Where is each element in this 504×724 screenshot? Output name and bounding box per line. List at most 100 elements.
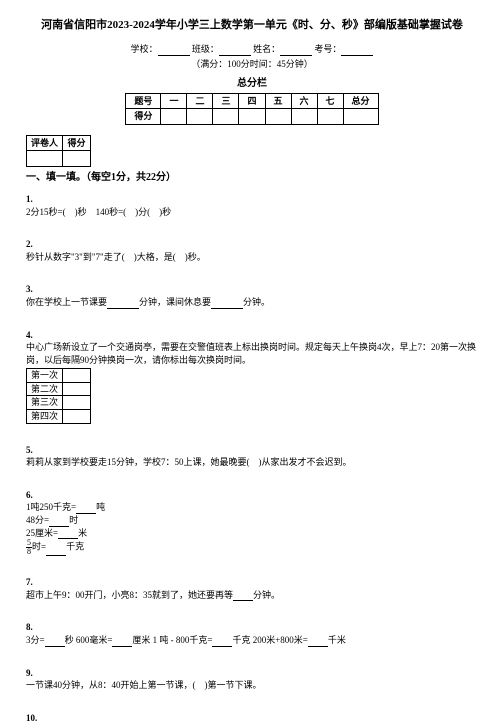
blank	[76, 504, 96, 514]
cell: 第四次	[27, 410, 63, 424]
q-text: 米	[78, 528, 87, 538]
cell: 四	[239, 93, 265, 109]
cell: 第二次	[27, 382, 63, 396]
cell: 题号	[126, 93, 161, 109]
q-num: 6.	[26, 489, 478, 502]
shift-table: 第一次 第二次 第三次 第四次	[26, 368, 91, 423]
id-blank	[341, 46, 373, 56]
q-text: )第一节下课。	[205, 680, 262, 690]
table-row: 第二次	[27, 382, 91, 396]
table-row: 得分	[126, 109, 378, 125]
table-row: 第一次	[27, 369, 91, 383]
cell: 评卷人	[27, 135, 63, 151]
cell	[27, 151, 63, 167]
cell	[265, 109, 291, 125]
q-text: 超市上午9：00开门，小亮8：35就到了，她还要再等	[26, 590, 233, 600]
question-4: 4. 中心广场新设立了一个交通岗亭，需要在交警值班表上标出换岗时间。规定每天上午…	[26, 329, 478, 424]
q-text: 时	[69, 515, 78, 525]
q-text: )从家出发才不会迟到。	[259, 457, 352, 467]
cell: 六	[291, 93, 317, 109]
q-text: 中心广场新设立了一个交通岗亭，需要在交警值班表上标出换岗时间。规定每天上午换岗4…	[26, 341, 478, 366]
blank	[233, 591, 253, 601]
school-label: 学校：	[131, 44, 158, 54]
q-text: 分钟，课间休息要	[139, 297, 211, 307]
cell	[291, 109, 317, 125]
q-text: 时=	[32, 542, 46, 552]
cell: 二	[187, 93, 213, 109]
table-row: 第三次	[27, 396, 91, 410]
q-text: 秒 600毫米=	[65, 635, 113, 645]
student-info-row: 学校： 班级： 姓名： 考号：	[26, 43, 478, 56]
cell	[161, 109, 187, 125]
question-7: 7. 超市上午9：00开门，小亮8：35就到了，她还要再等分钟。	[26, 576, 478, 601]
cell: 三	[213, 93, 239, 109]
cell: 第三次	[27, 396, 63, 410]
question-1: 1. 2分15秒=( )秒 140秒=( )分( )秒	[26, 193, 478, 218]
blank	[45, 637, 65, 647]
cell	[239, 109, 265, 125]
q-text: 25厘米=	[26, 528, 58, 538]
question-9: 9. 一节课40分钟，从8：40开始上第一节课，( )第一节下课。	[26, 667, 478, 692]
q-num: 2.	[26, 238, 478, 251]
cell	[63, 410, 91, 424]
exam-info: （满分：100分时间：45分钟）	[26, 58, 478, 71]
cell	[187, 109, 213, 125]
cell: 一	[161, 93, 187, 109]
cell	[63, 151, 91, 167]
q-text: 140秒=(	[96, 207, 127, 217]
q-text: 千米	[328, 635, 346, 645]
question-3: 3. 你在学校上一节课要分钟，课间休息要分钟。	[26, 283, 478, 308]
cell	[317, 109, 343, 125]
q-num: 8.	[26, 621, 478, 634]
q-text: )大格，是(	[134, 252, 176, 262]
class-label: 班级：	[192, 44, 219, 54]
cell	[63, 382, 91, 396]
q-text: 48分=	[26, 515, 49, 525]
school-blank	[158, 46, 190, 56]
table-row: 题号 一 二 三 四 五 六 七 总分	[126, 93, 378, 109]
q-text: 一节课40分钟，从8：40开始上第一节课，(	[26, 680, 196, 690]
class-blank	[219, 46, 251, 56]
q-num: 5.	[26, 444, 478, 457]
blank	[49, 517, 69, 527]
table-row	[27, 151, 91, 167]
q-num: 1.	[26, 193, 478, 206]
q-num: 4.	[26, 329, 478, 342]
table-row: 评卷人 得分	[27, 135, 91, 151]
cell: 总分	[343, 93, 378, 109]
question-6: 6. 1吨250千克=吨 48分=时 25厘米=米 58时=千克	[26, 489, 478, 556]
q-text: 3分=	[26, 635, 45, 645]
q-text: 莉莉从家到学校要走15分钟，学校7：50上课，她最晚要(	[26, 457, 250, 467]
q-text: 吨	[96, 502, 105, 512]
q-text: 2分15秒=(	[26, 207, 66, 217]
question-8: 8. 3分=秒 600毫米=厘米 1 吨 - 800千克=千克 200米+800…	[26, 621, 478, 646]
blank	[308, 637, 328, 647]
cell: 得分	[63, 135, 91, 151]
q-text: 分钟。	[243, 297, 270, 307]
q-text: 千克	[66, 542, 84, 552]
question-10: 10.	[26, 712, 478, 724]
question-5: 5. 莉莉从家到学校要走15分钟，学校7：50上课，她最晚要( )从家出发才不会…	[26, 444, 478, 469]
cell	[343, 109, 378, 125]
cell: 五	[265, 93, 291, 109]
cell	[63, 396, 91, 410]
q-text: 1吨250千克=	[26, 502, 76, 512]
blank	[211, 299, 243, 309]
q-text: 分钟。	[253, 590, 280, 600]
section-heading: 一、填一填。（每空1分，共22分）	[26, 171, 478, 185]
page-title: 河南省信阳市2023-2024学年小学三上数学第一单元《时、分、秒》部编版基础掌…	[26, 18, 478, 33]
q-num: 9.	[26, 667, 478, 680]
q-text: )秒	[75, 207, 87, 217]
q-text: )分(	[135, 207, 150, 217]
question-2: 2. 秒针从数字"3"到"7"走了( )大格，是( )秒。	[26, 238, 478, 263]
cell: 得分	[126, 109, 161, 125]
q-text: )秒	[159, 207, 171, 217]
blank	[107, 299, 139, 309]
blank	[58, 529, 78, 539]
table-row: 第四次	[27, 410, 91, 424]
grader-table: 评卷人 得分	[26, 135, 91, 167]
cell	[213, 109, 239, 125]
id-label: 考号：	[314, 44, 341, 54]
cell	[63, 369, 91, 383]
blank	[212, 637, 232, 647]
